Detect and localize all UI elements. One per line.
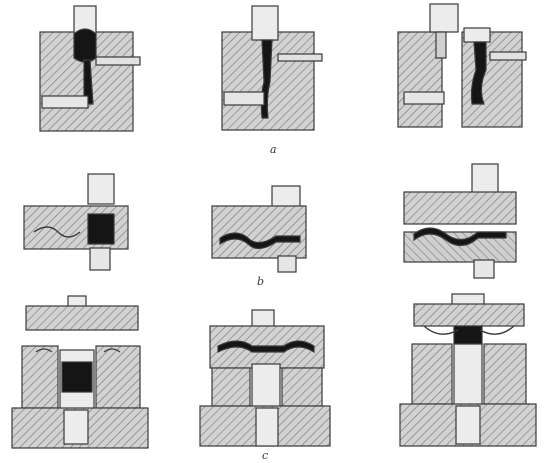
- row-b-diagram-1: [23, 173, 129, 271]
- row-b-diagram-2: [211, 185, 307, 273]
- row-c-diagram-3: [399, 293, 537, 447]
- row-c-label: c: [262, 449, 269, 462]
- row-a-diagram-3: [397, 3, 527, 128]
- row-a-diagram-1: [39, 5, 141, 132]
- row-a-diagram-2: [221, 5, 323, 131]
- row-b-diagram-3: [403, 163, 517, 279]
- row-c-diagram-2: [199, 309, 331, 447]
- row-c-diagram-1: [11, 295, 149, 449]
- row-b-label: b: [257, 275, 265, 288]
- row-a-label: a: [270, 143, 277, 156]
